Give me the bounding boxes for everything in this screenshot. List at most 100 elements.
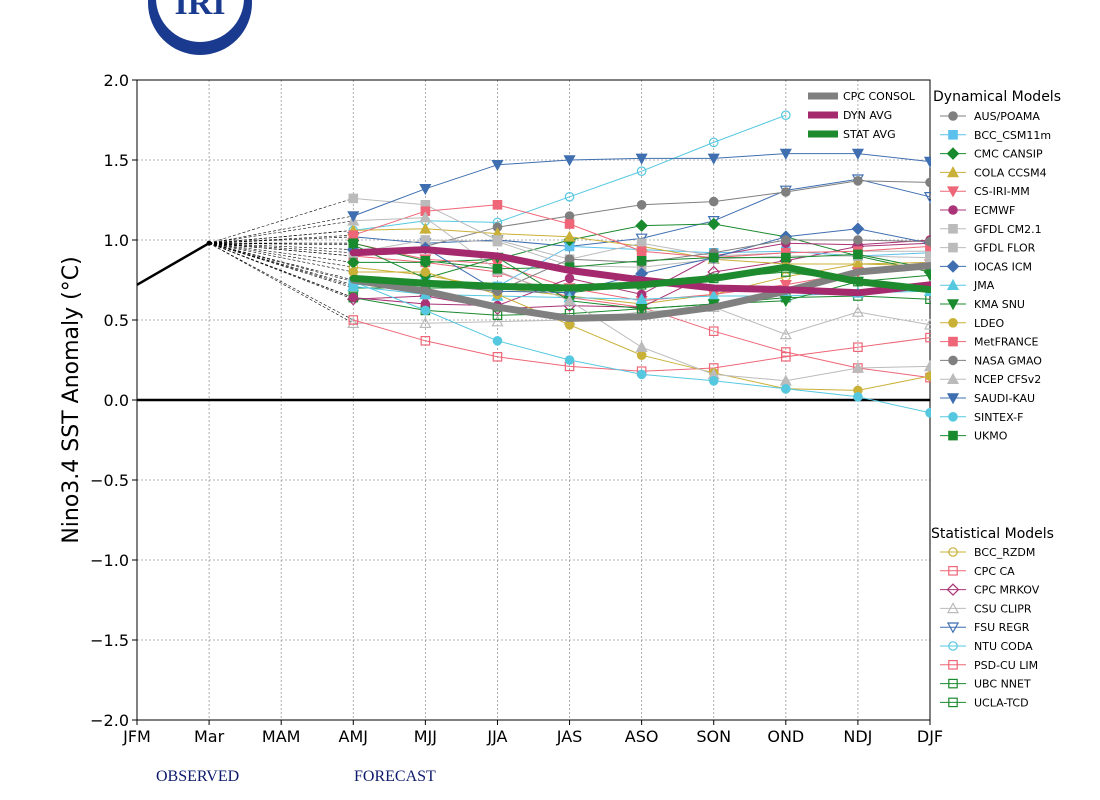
point-ntu-coda <box>636 166 647 176</box>
line-fsu-regr <box>352 178 931 247</box>
forecast-label: FORECAST <box>354 768 436 785</box>
legend-label-kma-snu: KMA SNU <box>974 298 1025 311</box>
connector-ldeo <box>209 242 354 273</box>
legend-label-ldeo: LDEO <box>974 317 1005 330</box>
model-lines <box>136 70 1100 730</box>
legend-label-fsu-regr: FSU REGR <box>974 621 1030 634</box>
point-aus-poama <box>564 211 575 221</box>
series-dyn-avg <box>349 246 934 297</box>
point-ubc-nnet <box>492 310 503 320</box>
point-sintex-f <box>853 391 863 402</box>
point-cs-iri-mm <box>779 280 792 292</box>
connector-csu-clipr <box>208 242 354 324</box>
connector-ubc-nnet <box>208 242 354 298</box>
connector-iocas-icm <box>209 242 354 250</box>
legend-marker-ucla-tcd <box>948 697 958 708</box>
point-csu-clipr <box>419 316 432 328</box>
x-tick-label: AMJ <box>339 727 368 746</box>
legend-marker-cs-iri-mm <box>946 186 960 198</box>
point-ukmo <box>708 252 719 263</box>
legend-label-stat-avg: STAT AVG <box>843 128 896 141</box>
point-gfdl-cm2-1 <box>348 193 359 204</box>
connector-metfrance <box>209 234 354 244</box>
legend-marker-nasa-gmao <box>948 355 958 366</box>
x-tick-label: NDJ <box>843 727 872 746</box>
line-stat-avg <box>349 263 934 294</box>
connector-bcc-rzdm <box>209 242 354 268</box>
series-saudi-kau <box>347 148 937 223</box>
point-kma-snu <box>635 304 648 316</box>
connector-psd-cu-lim <box>208 242 354 321</box>
legend-label-cpc-mrkov: CPC MRKOV <box>974 584 1040 597</box>
point-saudi-kau <box>563 155 576 167</box>
legend-marker-metfrance <box>948 336 958 347</box>
point-cmc-cansip <box>707 217 721 231</box>
legend-title-statistical: Statistical Models <box>931 526 1054 542</box>
legend-label-aus-poama: AUS/POAMA <box>974 110 1040 123</box>
connector-ncep-cfsv2 <box>209 220 354 244</box>
legend-label-metfrance: MetFRANCE <box>974 336 1039 349</box>
legend-marker-ukmo <box>948 430 958 441</box>
logo-text: IRI <box>174 0 225 22</box>
point-ncep-cfsv2 <box>635 340 648 352</box>
point-sintex-f <box>708 375 719 386</box>
legend-label-psd-cu-lim: PSD-CU LIM <box>974 659 1038 672</box>
connector-ucla-tcd <box>209 242 354 289</box>
legend-marker-bcc-csm11m <box>948 130 958 140</box>
legend-label-nasa-gmao: NASA GMAO <box>974 354 1042 367</box>
point-ecmwf <box>348 292 359 303</box>
observed-label: OBSERVED <box>156 768 240 785</box>
legend-marker-sintex-f <box>948 411 958 422</box>
x-tick-label: OND <box>767 727 804 746</box>
point-saudi-kau <box>419 184 432 196</box>
point-aus-poama <box>781 187 791 197</box>
connector-gfdl-cm2-1 <box>209 198 354 244</box>
legend-marker-gfdl-flor <box>948 242 958 253</box>
legend-label-gfdl-flor: GFDL FLOR <box>974 242 1036 255</box>
point-aus-poama <box>636 200 647 210</box>
legend-label-bcc-csm11m: BCC_CSM11m <box>974 129 1051 142</box>
x-tick-label: MJJ <box>414 727 437 746</box>
point-saudi-kau <box>347 211 360 223</box>
legend-label-ecmwf: ECMWF <box>974 204 1015 217</box>
point-nasa-gmao <box>853 235 863 245</box>
point-metfrance <box>636 246 647 256</box>
point-aus-poama <box>708 196 719 207</box>
legend-marker-cola-ccsm4 <box>946 166 960 178</box>
point-saudi-kau <box>635 153 648 165</box>
point-csu-clipr <box>779 328 792 340</box>
point-metfrance <box>564 219 575 229</box>
legend-label-dyn-avg: DYN AVG <box>843 109 892 122</box>
connector-cpc-ca <box>209 242 354 257</box>
legend-marker-ntu-coda <box>948 641 958 651</box>
x-tick-label: DJF <box>917 727 943 746</box>
point-ukmo <box>781 252 791 263</box>
point-csu-clipr <box>491 315 504 327</box>
legend-marker-ldeo <box>948 317 958 328</box>
legend-marker-jma <box>946 278 960 290</box>
y-tick-label: −1.0 <box>90 551 129 570</box>
legend-label-ncep-cfsv2: NCEP CFSv2 <box>974 373 1041 386</box>
legend-label-ukmo: UKMO <box>974 430 1008 443</box>
point-ukmo <box>348 238 359 248</box>
legend-label-cpc-consol: CPC CONSOL <box>843 90 916 103</box>
legend-marker-ecmwf <box>948 205 958 215</box>
point-sintex-f <box>492 335 503 346</box>
connector-ntu-coda <box>209 230 354 244</box>
connector-saudi-kau <box>209 215 354 244</box>
point-ntu-coda <box>708 137 719 148</box>
legend-label-iocas-icm: IOCAS ICM <box>974 260 1032 273</box>
legend-label-saudi-kau: SAUDI-KAU <box>974 392 1035 405</box>
point-ntu-coda <box>564 192 575 202</box>
x-tick-label: JAS <box>556 727 583 746</box>
point-nasa-gmao <box>781 235 791 245</box>
y-tick-label: 1.0 <box>104 231 129 250</box>
point-ntu-coda <box>781 110 791 120</box>
iri-logo: IRI <box>148 0 252 55</box>
legend-label-cmc-cansip: CMC CANSIP <box>974 148 1043 161</box>
legend-marker-iocas-icm <box>946 260 960 273</box>
y-tick-label: −1.5 <box>90 631 129 650</box>
point-cola-ccsm4 <box>419 222 432 234</box>
point-gfdl-flor <box>492 236 503 247</box>
